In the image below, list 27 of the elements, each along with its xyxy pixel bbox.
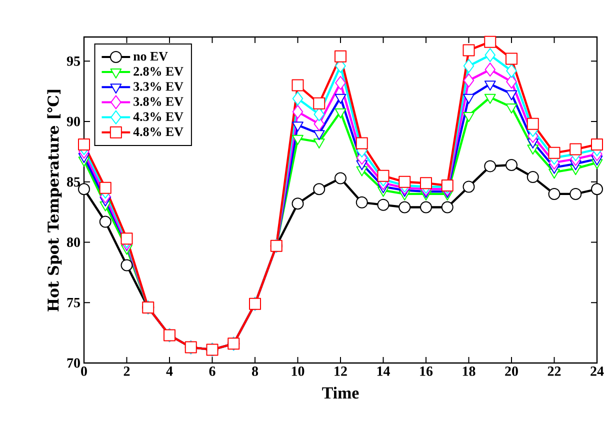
y-axis-title: Hot Spot Temperature [℃] — [47, 90, 62, 312]
legend-label: 3.8% EV — [134, 97, 184, 106]
y-tick-label: 70 — [67, 358, 80, 368]
legend-label: 4.3% EV — [133, 112, 184, 122]
x-tick-label: 0 — [81, 366, 87, 376]
y-tick-label: 75 — [67, 298, 80, 308]
legend-label: 4.8% EV — [133, 127, 184, 136]
y-tick-label: 90 — [66, 116, 80, 126]
x-tick-label: 4 — [166, 366, 173, 376]
y-tick-label: 85 — [67, 177, 80, 187]
x-tick-label: 22 — [548, 366, 561, 376]
x-tick-label: 10 — [292, 366, 304, 376]
x-tick-label: 24 — [590, 366, 604, 376]
y-tick-label: 95 — [66, 56, 80, 66]
x-tick-label: 14 — [377, 366, 390, 376]
x-tick-label: 20 — [505, 366, 518, 376]
x-tick-label: 8 — [252, 366, 258, 376]
y-tick-label: 80 — [67, 238, 80, 247]
x-tick-label: 6 — [209, 366, 216, 376]
x-tick-label: 12 — [334, 366, 347, 376]
x-axis-title: Time — [322, 386, 359, 399]
x-tick-label: 18 — [462, 366, 476, 376]
legend-label: 2.8% EV — [134, 66, 184, 76]
legend-label: 3.3% EV — [134, 82, 184, 91]
legend-label: no EV — [133, 52, 168, 61]
x-tick-label: 16 — [420, 366, 433, 376]
x-tick-label: 2 — [124, 366, 130, 376]
